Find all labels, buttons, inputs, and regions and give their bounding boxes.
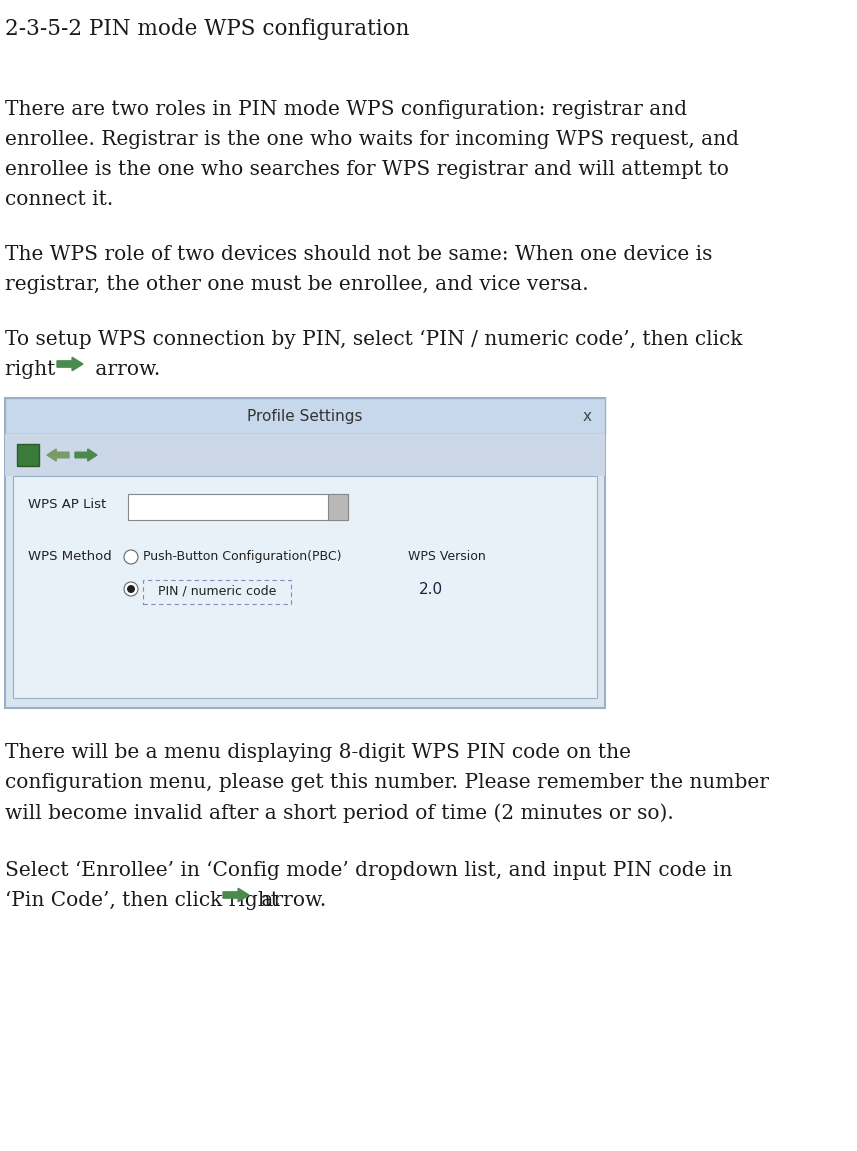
Bar xyxy=(128,494,348,520)
Text: VXHOME_WIMAX: VXHOME_WIMAX xyxy=(134,500,239,512)
Text: PIN / numeric code: PIN / numeric code xyxy=(158,584,276,597)
Circle shape xyxy=(124,582,138,596)
Circle shape xyxy=(124,550,138,564)
Text: 2.0: 2.0 xyxy=(419,582,443,597)
Bar xyxy=(17,444,39,466)
Bar xyxy=(328,494,348,520)
Text: The WPS role of two devices should not be same: When one device is: The WPS role of two devices should not b… xyxy=(5,245,712,264)
Text: Select ‘Enrollee’ in ‘Config mode’ dropdown list, and input PIN code in: Select ‘Enrollee’ in ‘Config mode’ dropd… xyxy=(5,861,733,881)
Circle shape xyxy=(127,585,135,593)
Text: configuration menu, please get this number. Please remember the number: configuration menu, please get this numb… xyxy=(5,773,769,792)
Text: WPS Method: WPS Method xyxy=(28,550,111,563)
Polygon shape xyxy=(223,889,249,901)
Text: ‘Pin Code’, then click right: ‘Pin Code’, then click right xyxy=(5,891,285,910)
Text: x: x xyxy=(583,409,591,424)
Text: ▼: ▼ xyxy=(334,500,342,510)
Bar xyxy=(5,398,605,434)
Bar xyxy=(5,434,605,477)
Text: will become invalid after a short period of time (2 minutes or so).: will become invalid after a short period… xyxy=(5,803,674,823)
Text: registrar, the other one must be enrollee, and vice versa.: registrar, the other one must be enrolle… xyxy=(5,275,589,294)
Text: There are two roles in PIN mode WPS configuration: registrar and: There are two roles in PIN mode WPS conf… xyxy=(5,100,687,119)
Text: There will be a menu displaying 8-digit WPS PIN code on the: There will be a menu displaying 8-digit … xyxy=(5,744,631,762)
Bar xyxy=(143,580,291,604)
Text: Profile Settings: Profile Settings xyxy=(248,409,363,424)
Polygon shape xyxy=(75,449,97,462)
Polygon shape xyxy=(47,449,69,462)
Text: To setup WPS connection by PIN, select ‘PIN / numeric code’, then click: To setup WPS connection by PIN, select ‘… xyxy=(5,330,742,349)
Text: 2-3-5-2 PIN mode WPS configuration: 2-3-5-2 PIN mode WPS configuration xyxy=(5,18,410,40)
Bar xyxy=(5,398,605,708)
Text: right: right xyxy=(5,360,62,379)
Text: enrollee is the one who searches for WPS registrar and will attempt to: enrollee is the one who searches for WPS… xyxy=(5,160,728,180)
Text: arrow.: arrow. xyxy=(255,891,327,910)
Text: Push-Button Configuration(PBC): Push-Button Configuration(PBC) xyxy=(143,550,341,563)
Text: arrow.: arrow. xyxy=(89,360,160,379)
Polygon shape xyxy=(57,357,83,371)
Bar xyxy=(13,477,597,698)
Text: enrollee. Registrar is the one who waits for incoming WPS request, and: enrollee. Registrar is the one who waits… xyxy=(5,130,739,148)
Text: WPS Version: WPS Version xyxy=(408,550,486,563)
Text: WPS AP List: WPS AP List xyxy=(28,498,106,511)
Text: connect it.: connect it. xyxy=(5,190,113,209)
